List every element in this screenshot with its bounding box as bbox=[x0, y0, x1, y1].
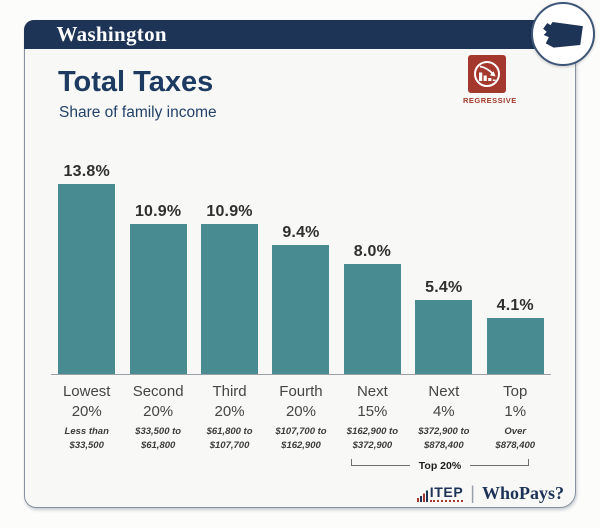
logo-separator: | bbox=[470, 483, 475, 503]
declining-bars-arrow-icon bbox=[468, 55, 506, 93]
category-label: Fourth 20% bbox=[279, 383, 323, 420]
bar-column: 10.9% bbox=[194, 161, 265, 374]
value-label: 13.8% bbox=[63, 163, 110, 180]
itep-logo: ITEP bbox=[416, 483, 464, 502]
footer-logos: ITEP | WhoPays? bbox=[416, 483, 564, 503]
bar bbox=[272, 245, 330, 374]
bracket-line-right bbox=[470, 459, 529, 466]
bracket-line-left bbox=[351, 459, 410, 466]
bracket-label: Top 20% bbox=[418, 459, 462, 472]
income-range-label: $61,800 to $107,700 bbox=[206, 426, 253, 451]
category-label: Top 1% bbox=[503, 383, 528, 420]
income-range-label: Over $878,400 bbox=[495, 426, 536, 451]
page-subtitle: Share of family income bbox=[59, 104, 217, 121]
bar bbox=[343, 264, 401, 374]
regressive-label: REGRESSIVE bbox=[463, 96, 517, 105]
whopays-wordmark: WhoPays? bbox=[481, 483, 564, 503]
income-range-axis: Less than $33,500 $33,500 to $61,800 $61,8… bbox=[51, 425, 551, 453]
bar-column: 9.4% bbox=[265, 161, 336, 374]
bar bbox=[486, 318, 544, 374]
washington-state-icon bbox=[531, 2, 595, 66]
itep-bars-icon bbox=[416, 490, 428, 502]
bar-column: 10.9% bbox=[122, 161, 193, 374]
category-label: Third 20% bbox=[212, 383, 247, 420]
bar bbox=[129, 224, 187, 374]
category-label: Lowest 20% bbox=[62, 383, 111, 420]
bar bbox=[415, 300, 473, 374]
category-label: Second 20% bbox=[132, 383, 184, 420]
state-header-band: Washington bbox=[23, 19, 576, 49]
report-card: Washington Total Taxes Share of family i… bbox=[23, 19, 576, 508]
top-20-bracket: Top 20% bbox=[351, 453, 529, 471]
bar-column: 4.1% bbox=[480, 161, 551, 374]
itep-wordmark: ITEP bbox=[429, 483, 464, 502]
state-name: Washington bbox=[56, 21, 167, 46]
bar-chart: 13.8% 10.9% 10.9% 9.4% 8.0% 5.4% bbox=[51, 161, 551, 375]
income-range-label: Less than $33,500 bbox=[64, 426, 109, 451]
value-label: 4.1% bbox=[496, 297, 534, 314]
value-label: 5.4% bbox=[425, 279, 463, 296]
bar-column: 8.0% bbox=[337, 161, 408, 374]
income-range-label: $33,500 to $61,800 bbox=[135, 426, 182, 451]
category-axis: Lowest 20% Second 20% Third 20% Fourth 20% N… bbox=[51, 382, 551, 421]
value-label: 9.4% bbox=[282, 224, 320, 241]
page-title: Total Taxes bbox=[58, 66, 214, 98]
regressive-badge: REGRESSIVE bbox=[463, 55, 517, 105]
income-range-label: $107,700 to $162,900 bbox=[275, 426, 327, 451]
value-label: 8.0% bbox=[353, 243, 392, 260]
bar-column: 5.4% bbox=[408, 161, 479, 374]
income-range-label: $372,900 to $878,400 bbox=[418, 426, 470, 451]
category-label: Next 15% bbox=[356, 383, 388, 420]
value-label: 10.9% bbox=[134, 203, 182, 220]
income-range-label: $162,900 to $372,900 bbox=[346, 426, 399, 451]
bar bbox=[58, 184, 116, 374]
category-label: Next 4% bbox=[428, 383, 460, 420]
value-label: 10.9% bbox=[206, 203, 253, 220]
bar-column: 13.8% bbox=[51, 161, 122, 374]
bar bbox=[201, 224, 259, 374]
